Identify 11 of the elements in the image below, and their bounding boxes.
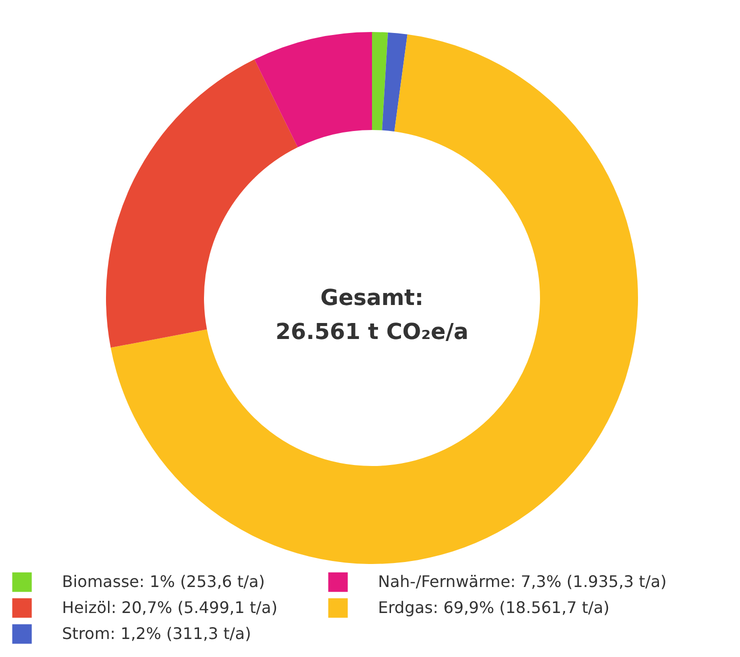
donut-slice [372,32,388,130]
donut-slice [110,34,638,564]
donut-slice [382,32,408,132]
legend-label: Erdgas: 69,9% (18.561,7 t/a) [378,598,610,617]
legend-label: Nah-/Fernwärme: 7,3% (1.935,3 t/a) [378,572,667,592]
text: 26.561 t CO₂e/a [275,320,469,345]
donut-slice [254,32,372,148]
legend-label: Biomasse: 1% (253,6 t/a) [62,572,265,592]
legend-label: Strom: 1,2% (311,3 t/a) [62,624,252,643]
text: Gesamt: [320,286,424,311]
legend-label: Heizöl: 20,7% (5.499,1 t/a) [62,598,278,617]
